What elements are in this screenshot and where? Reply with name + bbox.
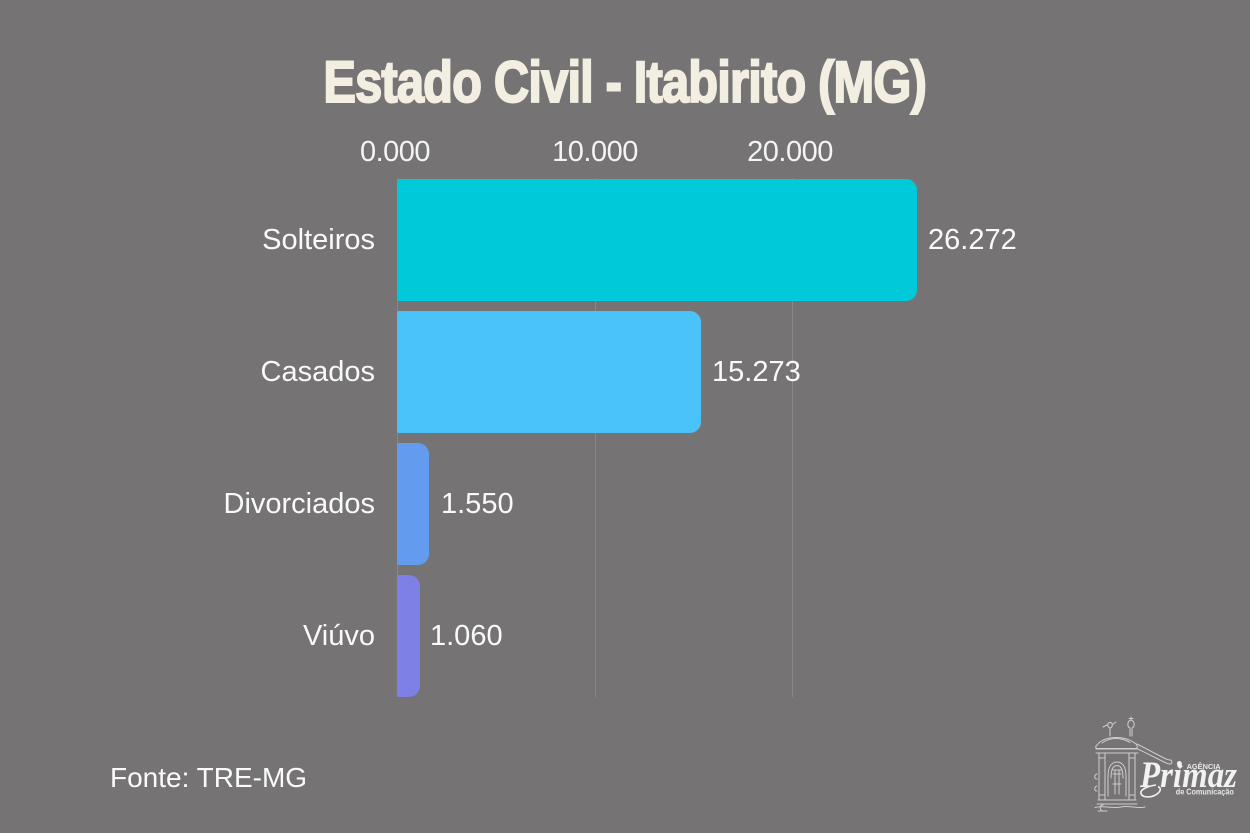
svg-text:de Comunicação: de Comunicação	[1176, 787, 1234, 796]
svg-text:Primaz: Primaz	[1139, 755, 1237, 796]
svg-text:AGÊNCIA: AGÊNCIA	[1187, 762, 1222, 771]
